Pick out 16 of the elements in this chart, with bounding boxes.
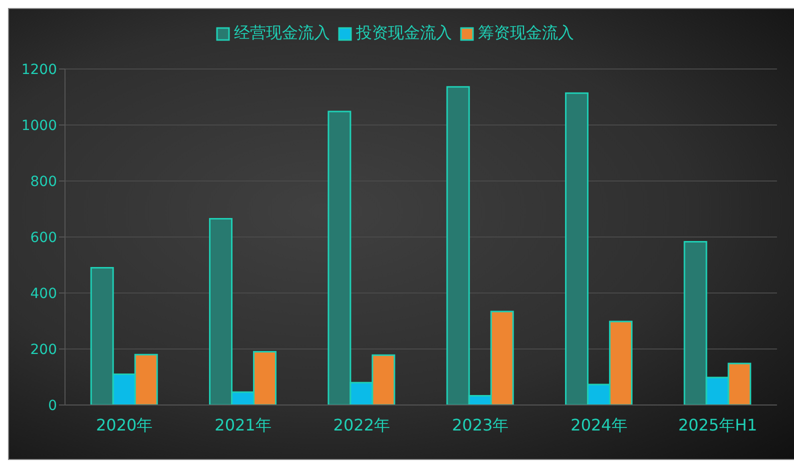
y-tick-label: 0 <box>48 398 57 414</box>
y-tick-label: 1000 <box>21 118 57 134</box>
legend-label: 经营现金流入 <box>234 23 330 44</box>
legend-label: 投资现金流入 <box>356 23 452 44</box>
x-tick-label: 2021年 <box>214 415 272 434</box>
legend-label: 筹资现金流入 <box>478 23 574 44</box>
x-tick-label: 2023年 <box>452 415 509 434</box>
y-tick-label: 600 <box>30 230 57 246</box>
y-tick-label: 800 <box>30 174 57 190</box>
x-tick-label: 2020年 <box>96 415 153 434</box>
y-tick-label: 1200 <box>21 62 57 78</box>
x-tick-label: 2024年 <box>570 415 628 434</box>
y-tick-label: 200 <box>30 342 57 358</box>
x-tick-label: 2022年 <box>333 415 390 434</box>
x-tick-label: 2025年H1 <box>678 415 758 434</box>
y-tick-label: 400 <box>30 286 57 302</box>
